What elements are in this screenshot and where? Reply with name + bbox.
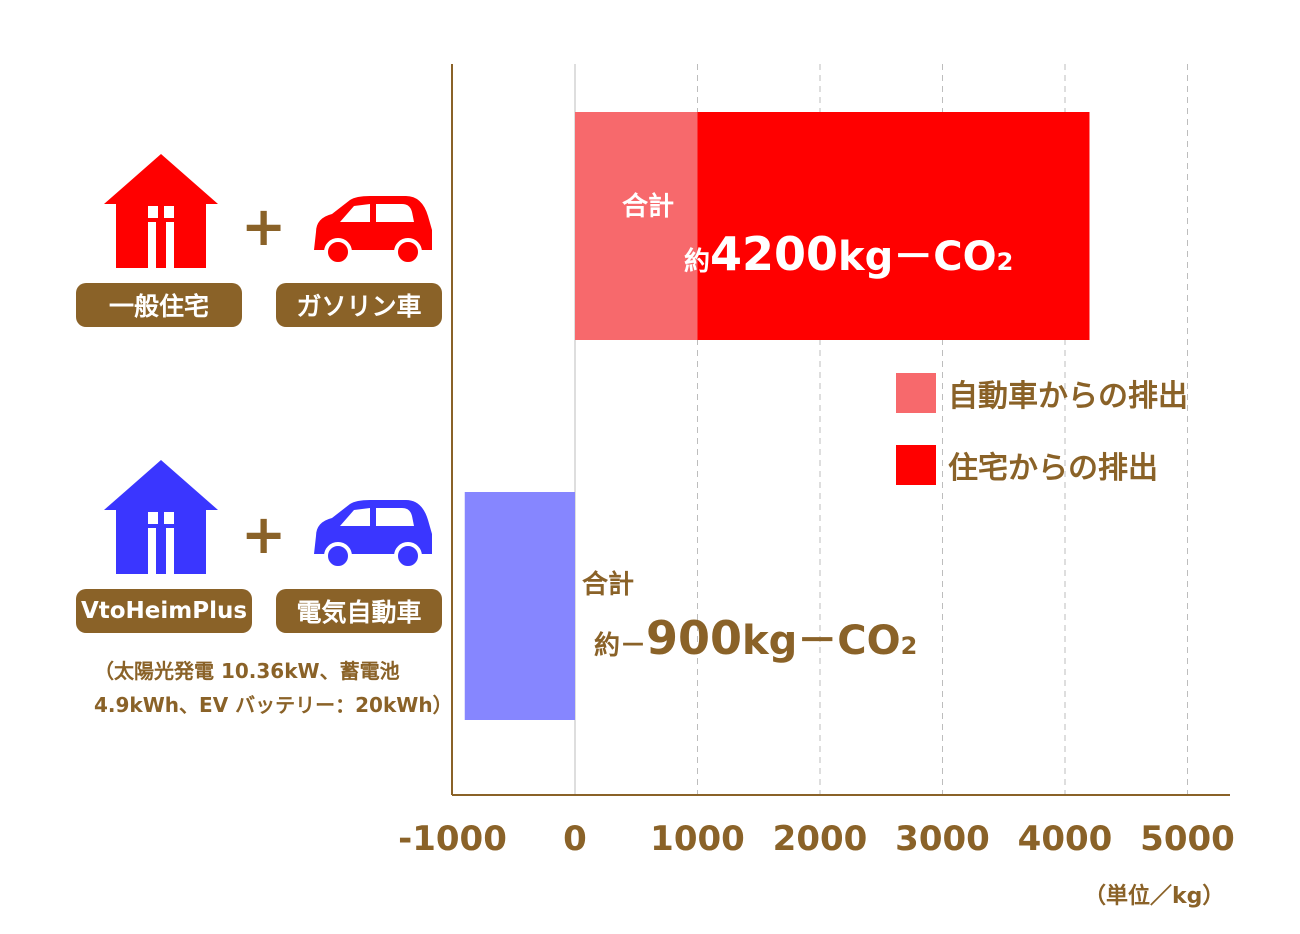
house-icon (104, 460, 218, 574)
unit-label: （単位／kg） (1084, 884, 1225, 909)
note-line-1: （太陽光発電 10.36kW、蓄電池 (94, 659, 400, 683)
legend-label: 住宅からの排出 (948, 451, 1158, 486)
total-value: 約－ 900 kg－CO 2 (594, 608, 917, 666)
car-label: ガソリン車 (276, 283, 442, 327)
total-value: 約 4200 kg－CO 2 (684, 224, 1013, 282)
bars (464, 112, 1090, 720)
note-line-2: 4.9kWh、EV バッテリー：20kWh） (94, 693, 453, 717)
x-tick-label: 4000 (1018, 819, 1113, 859)
x-tick-labels: -1000 0 1000 2000 3000 4000 5000 (398, 819, 1235, 859)
legend-swatch (896, 445, 936, 485)
x-tick-label: 1000 (650, 819, 745, 859)
bar-segment (697, 112, 1090, 340)
house-label: 一般住宅 (76, 283, 242, 327)
legend-label: 自動車からの排出 (948, 379, 1188, 414)
plus-sign: + (241, 195, 287, 258)
total-unit: kg－CO (742, 618, 901, 664)
x-tick-label: 3000 (895, 819, 990, 859)
bar-segment (575, 112, 698, 340)
legend-item-car: 自動車からの排出 (896, 371, 1188, 415)
x-tick-label: -1000 (398, 819, 507, 859)
house-label: VtoHeimPlus (76, 589, 252, 633)
car-icon (314, 500, 432, 570)
legend-swatch (896, 373, 936, 413)
plus-sign: + (241, 503, 287, 566)
total-prefix: 約 (684, 247, 711, 277)
x-tick-label: 5000 (1140, 819, 1235, 859)
bar-segment (464, 492, 575, 720)
x-tick-label: 2000 (773, 819, 868, 859)
total-number: 900 (646, 611, 743, 665)
legend-item-house: 住宅からの排出 (896, 443, 1158, 487)
total-label: 合計 (582, 570, 635, 600)
total-subscript: 2 (900, 632, 918, 660)
total-number: 4200 (710, 227, 839, 281)
total-prefix: 約－ (594, 631, 647, 661)
car-icon (314, 196, 432, 266)
axes (451, 64, 1230, 796)
total-unit: kg－CO (838, 234, 997, 280)
car-label: 電気自動車 (276, 589, 442, 633)
total-subscript: 2 (996, 248, 1014, 276)
system-spec-note: （太陽光発電 10.36kW、蓄電池 4.9kWh、EV バッテリー：20kWh… (94, 654, 453, 722)
house-icon (104, 154, 218, 268)
x-tick-label: 0 (563, 819, 587, 859)
total-label: 合計 (622, 192, 675, 222)
